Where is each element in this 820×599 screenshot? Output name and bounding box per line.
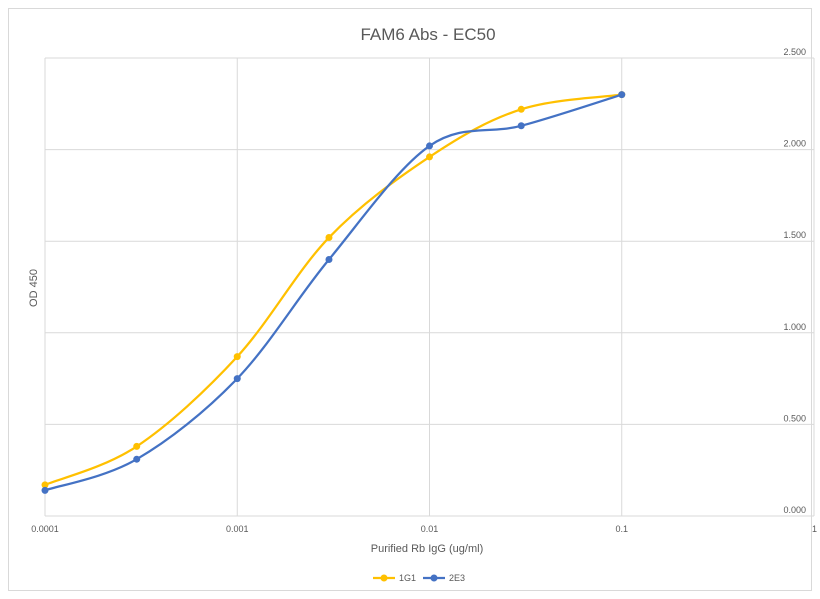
data-point-2E3 [41, 486, 49, 494]
data-point-2E3 [517, 122, 525, 130]
data-point-2E3 [618, 91, 626, 99]
y-tick-label: 1.000 [783, 322, 806, 332]
y-tick-label: 0.500 [783, 413, 806, 423]
x-tick-label: 0.01 [421, 524, 439, 534]
data-point-1G1 [233, 353, 241, 361]
tick-labels: 0.000 0.500 1.000 1.500 2.000 2.500 0.0001 0.00… [31, 47, 817, 534]
y-tick-label: 0.000 [783, 505, 806, 515]
data-point-2E3 [426, 142, 433, 150]
y-axis-title: OD 450 [28, 269, 40, 307]
data-point-1G1 [517, 105, 525, 113]
x-tick-label: 0.001 [226, 524, 249, 534]
legend-label-1G1: 1G1 [399, 573, 416, 583]
y-tick-label: 1.500 [783, 230, 806, 240]
data-point-1G1 [133, 442, 141, 450]
data-point-1G1 [41, 481, 49, 489]
chart-title: FAM6 Abs - EC50 [360, 25, 495, 44]
series-line-1G1 [44, 93, 622, 486]
legend-label-2E3: 2E3 [449, 573, 465, 583]
y-tick-label: 2.500 [783, 47, 806, 57]
series-group [41, 91, 626, 494]
y-tick-label: 2.000 [783, 139, 806, 149]
x-tick-label: 1 [812, 524, 817, 534]
legend-marker-2E3 [430, 574, 438, 582]
x-tick-label: 0.1 [615, 524, 628, 534]
data-point-1G1 [426, 153, 433, 161]
data-point-2E3 [133, 455, 141, 463]
chart-frame [8, 8, 812, 591]
legend: 1G1 2E3 [373, 573, 465, 583]
grid-lines [44, 57, 815, 517]
x-axis-title: Purified Rb IgG (ug/ml) [371, 543, 483, 555]
x-tick-label: 0.0001 [31, 524, 59, 534]
legend-marker-1G1 [380, 574, 388, 582]
data-point-2E3 [325, 256, 333, 264]
series-line-2E3 [44, 93, 623, 492]
data-point-2E3 [233, 375, 241, 383]
data-point-1G1 [325, 234, 333, 242]
